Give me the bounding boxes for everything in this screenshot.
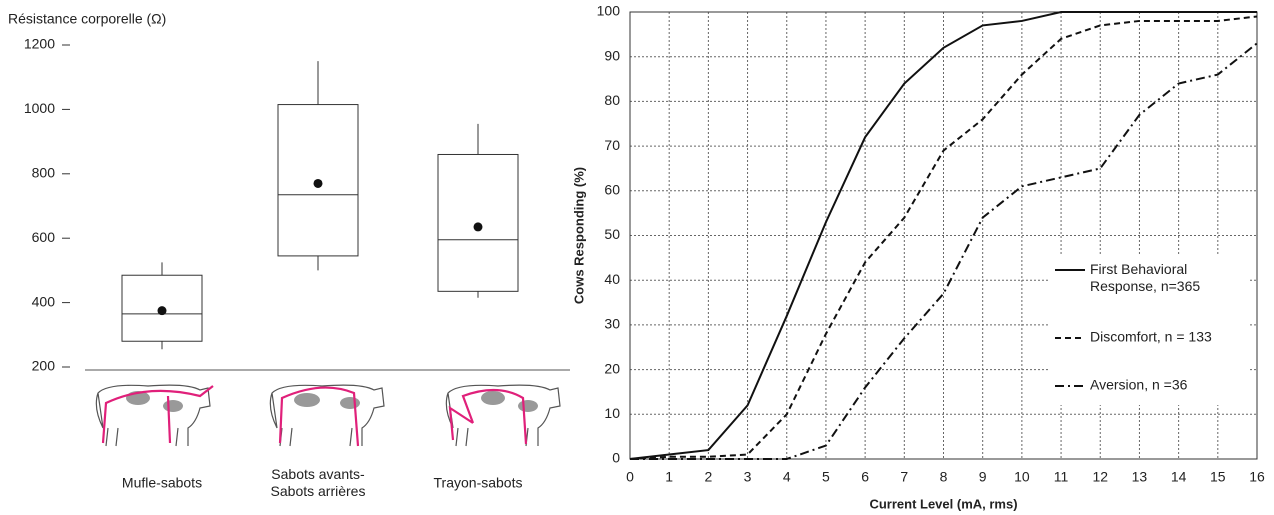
- chart-title: Résistance corporelle (Ω): [8, 11, 166, 27]
- x-tick-label: 12: [1092, 469, 1108, 485]
- x-tick-label: 4: [783, 469, 791, 485]
- x-tick-label: 7: [900, 469, 908, 485]
- y-tick-label: 1200: [24, 36, 55, 52]
- y-tick-label: 0: [612, 450, 620, 466]
- y-tick-label: 100: [597, 3, 621, 19]
- y-tick-label: 30: [604, 316, 620, 332]
- x-tick-label: 1: [665, 469, 673, 485]
- cow-illustrations: [95, 384, 561, 447]
- legend-label: First Behavioral Response, n=365: [1090, 261, 1200, 294]
- x-tick-label: 10: [1014, 469, 1030, 485]
- x-tick-label: 8: [940, 469, 948, 485]
- series-line: [629, 11, 1257, 460]
- box: [437, 153, 519, 292]
- x-axis-label: Current Level (mA, rms): [869, 496, 1017, 511]
- legend-label: Discomfort, n = 133: [1090, 329, 1212, 345]
- mean: [473, 222, 483, 232]
- y-tick-label: 400: [32, 293, 56, 309]
- y-tick-label: 80: [604, 92, 620, 108]
- y-tick-label: 10: [604, 405, 620, 421]
- category-label: Sabots avants-Sabots arrières: [271, 466, 366, 499]
- y-tick-label: 60: [604, 182, 620, 198]
- y-tick-label: 50: [604, 226, 620, 242]
- x-tick-label: 3: [744, 469, 752, 485]
- plot-frame: [629, 11, 1258, 460]
- y-tick-label: 1000: [24, 100, 55, 116]
- y-tick-label: 40: [604, 271, 620, 287]
- x-tick-label: 11: [1054, 469, 1069, 485]
- y-tick-label: 200: [32, 358, 56, 374]
- x-tick-label: 2: [704, 469, 712, 485]
- y-tick-label: 90: [604, 47, 620, 63]
- x-tick-label: 6: [861, 469, 869, 485]
- box: [121, 274, 203, 342]
- x-tick-label: 5: [822, 469, 830, 485]
- y-tick-label: 70: [604, 137, 620, 153]
- mean: [157, 306, 167, 316]
- x-tick-label: 13: [1132, 469, 1148, 485]
- x-tick-label: 14: [1171, 469, 1187, 485]
- series-line: [630, 42, 1258, 460]
- legend-label: Aversion, n =36: [1090, 377, 1188, 393]
- box: [277, 104, 359, 257]
- y-axis-label: Cows Responding (%): [571, 167, 586, 304]
- x-tick-label: 16: [1249, 469, 1265, 485]
- category-label: Trayon-sabots: [434, 475, 523, 491]
- x-tick-label: 0: [626, 469, 634, 485]
- x-tick-label: 9: [979, 469, 987, 485]
- y-tick-label: 20: [604, 360, 620, 376]
- legend-box: [1048, 255, 1248, 405]
- series-line: [629, 15, 1258, 460]
- mean: [313, 178, 323, 188]
- y-tick-label: 800: [32, 165, 56, 181]
- category-label: Mufle-sabots: [122, 475, 202, 491]
- x-tick-label: 15: [1210, 469, 1226, 485]
- y-tick-label: 600: [32, 229, 56, 245]
